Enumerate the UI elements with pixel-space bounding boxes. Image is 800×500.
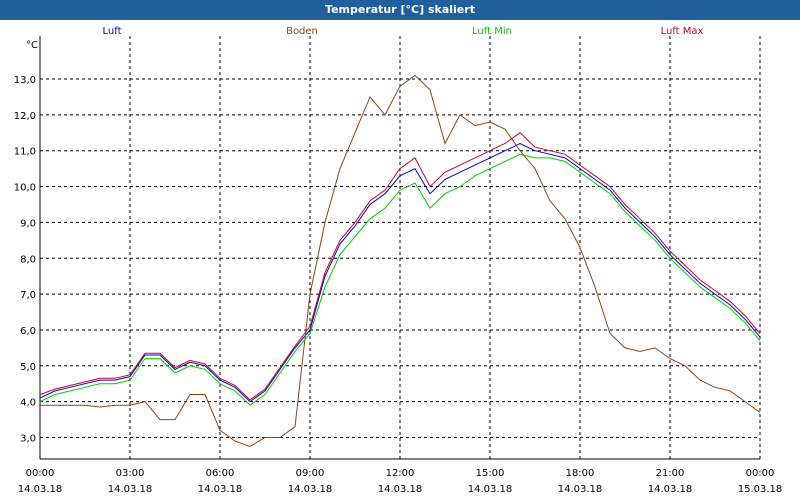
x-tick-date-label: 14.03.18: [468, 484, 513, 495]
y-axis-unit-label: °C: [26, 40, 38, 51]
y-tick-label: 4,0: [20, 398, 36, 409]
y-tick-label: 9,0: [20, 218, 36, 229]
y-tick-label: 10,0: [14, 183, 36, 194]
axes: 3,0 4,0 5,0 6,0 7,0 8,0 9,0 10,0 11,0 12,0 13,0 00:…: [14, 36, 783, 495]
series-line-boden: [40, 74, 761, 448]
x-tick-time-label: 09:00: [296, 468, 325, 479]
y-tick-label: 12,0: [14, 111, 36, 122]
series-line-luft: [39, 142, 761, 403]
x-tick-time-label: 00:00: [26, 468, 55, 479]
x-tick-date-label: 14.03.18: [648, 484, 693, 495]
x-tick-time-label: 18:00: [566, 468, 595, 479]
grid: [39, 36, 761, 459]
temperature-chart: 3,0 4,0 5,0 6,0 7,0 8,0 9,0 10,0 11,0 12,0 13,0 00:…: [14, 26, 783, 495]
y-tick-label: 8,0: [20, 254, 36, 265]
x-tick-date-label: 14.03.18: [108, 484, 153, 495]
x-tick-time-label: 00:00: [746, 468, 775, 479]
y-tick-label: 6,0: [20, 326, 36, 337]
y-tick-label: 5,0: [20, 362, 36, 373]
x-tick-date-label: 14.03.18: [378, 484, 423, 495]
legend-item-luft: Luft: [103, 26, 122, 37]
series-lines: [39, 74, 761, 448]
x-tick-time-label: 06:00: [206, 468, 235, 479]
legend-item-boden: Boden: [286, 26, 318, 37]
x-tick-time-label: 21:00: [656, 468, 685, 479]
series-line-luft-max: [39, 132, 761, 401]
x-tick-time-label: 03:00: [116, 468, 145, 479]
y-tick-label: 11,0: [14, 147, 36, 158]
x-tick-date-label: 14.03.18: [198, 484, 243, 495]
legend-item-luft-max: Luft Max: [661, 26, 704, 37]
chart-title: Temperatur [°C] skaliert: [0, 0, 800, 20]
y-tick-label: 13,0: [14, 75, 36, 86]
x-tick-time-label: 15:00: [476, 468, 505, 479]
y-tick-label: 7,0: [20, 290, 36, 301]
x-tick-date-label: 14.03.18: [18, 484, 63, 495]
x-tick-date-label: 14.03.18: [288, 484, 333, 495]
x-tick-date-label: 14.03.18: [558, 484, 603, 495]
x-tick-date-label: 15.03.18: [738, 484, 783, 495]
y-tick-label: 3,0: [20, 433, 36, 444]
x-tick-time-label: 12:00: [386, 468, 415, 479]
legend: Luft Boden Luft Min Luft Max: [103, 26, 704, 37]
series-line-luft-min: [39, 153, 761, 406]
legend-item-luft-min: Luft Min: [472, 26, 512, 37]
